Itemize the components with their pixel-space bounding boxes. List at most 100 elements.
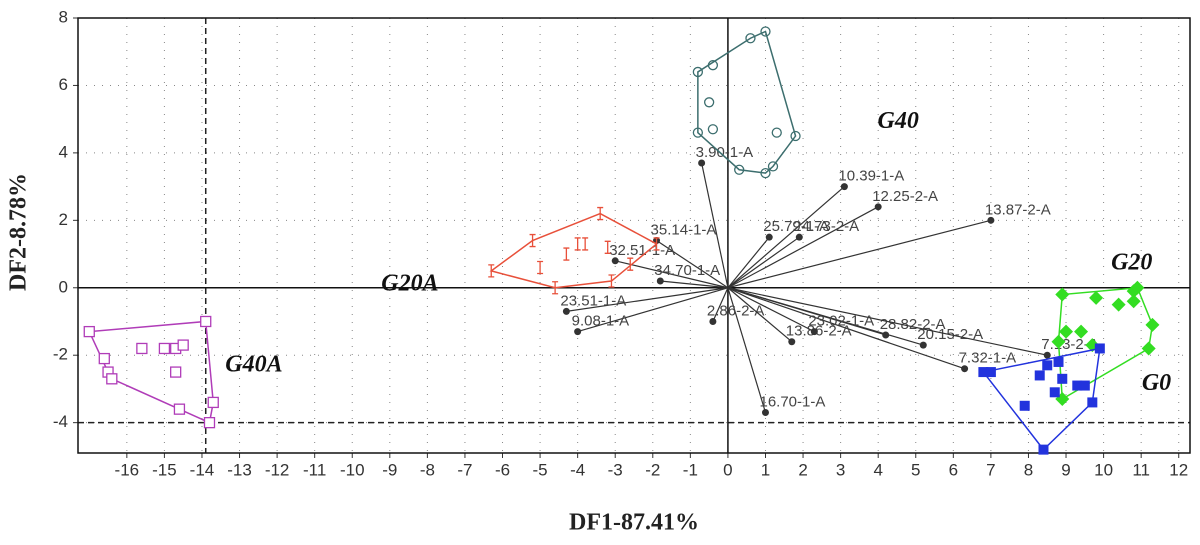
point <box>1094 343 1105 354</box>
x-tick-label: 4 <box>873 460 882 479</box>
y-tick-label: 4 <box>59 142 68 161</box>
x-tick-label: 5 <box>911 460 920 479</box>
point <box>1019 400 1030 411</box>
vector-tip <box>698 159 706 167</box>
x-tick-label: -16 <box>115 460 140 479</box>
point <box>1042 360 1053 371</box>
point <box>170 366 182 378</box>
point <box>790 130 801 142</box>
point <box>703 97 715 108</box>
loading-vector <box>615 260 729 289</box>
vector-label: 25.79-1-A <box>763 218 829 235</box>
x-tick-label: 3 <box>836 460 845 479</box>
group-label: G40 <box>878 108 919 134</box>
point <box>692 127 704 138</box>
loading-vector <box>727 287 924 346</box>
loading-vector <box>727 186 845 289</box>
point <box>1034 370 1045 381</box>
vector-tip <box>574 328 582 336</box>
point <box>488 264 495 278</box>
point <box>745 33 756 44</box>
point <box>529 233 536 248</box>
x-tick-label: -6 <box>495 460 510 479</box>
vector-tip <box>788 338 796 346</box>
x-tick-label: -7 <box>457 460 472 479</box>
point <box>1053 356 1064 367</box>
point <box>1111 297 1126 312</box>
point <box>563 247 570 261</box>
point <box>1038 444 1049 455</box>
group-label: G20 <box>1111 249 1152 275</box>
vector-tip <box>874 203 882 211</box>
x-tick-label: 0 <box>723 460 732 479</box>
point <box>1126 294 1141 309</box>
point <box>177 339 189 351</box>
vector-label: 16.70-1-A <box>759 394 825 411</box>
vector-tip <box>611 257 619 265</box>
vector-tip <box>840 183 848 191</box>
vector-tip <box>656 277 664 285</box>
x-tick-label: 6 <box>949 460 958 479</box>
point <box>1049 387 1060 398</box>
loading-vector <box>727 206 879 289</box>
vector-tip <box>1043 351 1051 359</box>
x-tick-label: 1 <box>761 460 770 479</box>
point <box>106 373 118 385</box>
point <box>1072 380 1083 391</box>
x-tick-label: 9 <box>1061 460 1070 479</box>
vector-tip <box>961 365 969 373</box>
x-tick-label: 10 <box>1094 460 1113 479</box>
point <box>173 403 186 415</box>
point <box>767 161 779 172</box>
x-tick-label: -12 <box>265 460 290 479</box>
point <box>582 237 589 251</box>
plot-frame <box>77 17 1191 454</box>
y-tick-label: -4 <box>53 412 68 431</box>
vector-label: 10.39-1-A <box>838 168 904 185</box>
vector-label: 7.32-1-A <box>959 350 1017 367</box>
loading-vector <box>712 287 729 322</box>
point <box>734 164 745 175</box>
vector-label: 24.73-2-A <box>793 218 859 235</box>
loading-vector <box>727 236 770 289</box>
vector-label: 23.51-1-A <box>560 292 626 309</box>
loading-vector <box>727 287 1048 356</box>
point <box>653 237 660 251</box>
vector-label: 13.87-2-A <box>985 201 1051 218</box>
vector-tip <box>709 317 717 325</box>
point <box>83 325 95 338</box>
y-tick-label: 8 <box>59 7 68 26</box>
x-tick-label: -5 <box>533 460 548 479</box>
point <box>200 315 212 328</box>
point <box>1057 373 1068 384</box>
y-axis-title: DF2-8.78% <box>6 173 32 291</box>
point <box>1059 324 1074 339</box>
group-label: G0 <box>1142 370 1171 396</box>
point <box>574 237 581 251</box>
point <box>1079 380 1090 391</box>
vector-tip <box>795 233 803 241</box>
y-tick-label: -2 <box>53 345 68 364</box>
loading-vector <box>577 287 729 333</box>
vector-tip <box>562 307 570 315</box>
vector-label: 23.02-1-A <box>808 313 874 330</box>
loading-vector <box>727 287 815 333</box>
loading-vector <box>727 236 800 289</box>
vector-tip <box>987 216 995 224</box>
x-tick-label: -9 <box>382 460 397 479</box>
vector-label: 32.51-1-A <box>609 242 675 259</box>
x-tick-label: -3 <box>608 460 623 479</box>
point <box>98 352 110 365</box>
point <box>1130 280 1145 295</box>
vector-tip <box>919 341 927 349</box>
x-tick-label: -13 <box>227 460 252 479</box>
point <box>707 60 719 71</box>
vector-label: 35.14-1-A <box>651 222 717 239</box>
loading-vector <box>660 280 728 289</box>
point <box>707 124 719 135</box>
vector-label: 9.08-1-A <box>572 313 630 330</box>
point <box>537 260 544 275</box>
point <box>1141 341 1156 356</box>
point <box>207 396 219 409</box>
vector-label: 34.70-1-A <box>654 262 720 279</box>
